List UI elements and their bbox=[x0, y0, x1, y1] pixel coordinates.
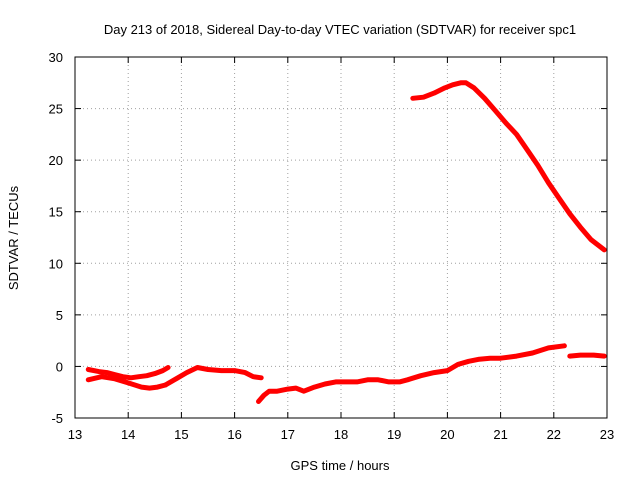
y-tick-label: 5 bbox=[56, 308, 63, 323]
series-line-segment-4 bbox=[256, 343, 567, 404]
x-tick-label: 20 bbox=[440, 427, 454, 442]
x-tick-label: 18 bbox=[334, 427, 348, 442]
grid-lines bbox=[75, 57, 607, 418]
y-tick-label: 25 bbox=[49, 102, 63, 117]
x-tick-label: 15 bbox=[174, 427, 188, 442]
y-axis-label: SDTVAR / TECUs bbox=[6, 185, 21, 290]
x-tick-label: 19 bbox=[387, 427, 401, 442]
series-line-segment-3 bbox=[162, 365, 264, 388]
y-tick-label: 10 bbox=[49, 256, 63, 271]
series-line-segment-2 bbox=[85, 374, 168, 391]
x-tick-label: 16 bbox=[227, 427, 241, 442]
y-tick-label: 15 bbox=[49, 205, 63, 220]
x-tick-label: 13 bbox=[68, 427, 82, 442]
x-axis-label: GPS time / hours bbox=[291, 458, 390, 473]
y-tick-label: 30 bbox=[49, 50, 63, 65]
y-tick-label: 0 bbox=[56, 359, 63, 374]
x-tick-label: 22 bbox=[547, 427, 561, 442]
x-tick-label: 14 bbox=[121, 427, 135, 442]
chart-title: Day 213 of 2018, Sidereal Day-to-day VTE… bbox=[104, 22, 576, 37]
x-tick-label: 17 bbox=[281, 427, 295, 442]
axis-ticks: 13 14 15 16 17 18 19 20 21 22 23 -5 0 5 10 15 20 25 30 bbox=[49, 50, 615, 442]
x-tick-label: 21 bbox=[493, 427, 507, 442]
series-line-segment-1 bbox=[85, 365, 171, 381]
y-tick-label: -5 bbox=[51, 411, 63, 426]
series-layer bbox=[85, 80, 607, 404]
y-tick-label: 20 bbox=[49, 153, 63, 168]
series-line-segment-5 bbox=[567, 352, 607, 359]
x-tick-label: 23 bbox=[600, 427, 614, 442]
series-line-segment-6 bbox=[410, 80, 607, 253]
